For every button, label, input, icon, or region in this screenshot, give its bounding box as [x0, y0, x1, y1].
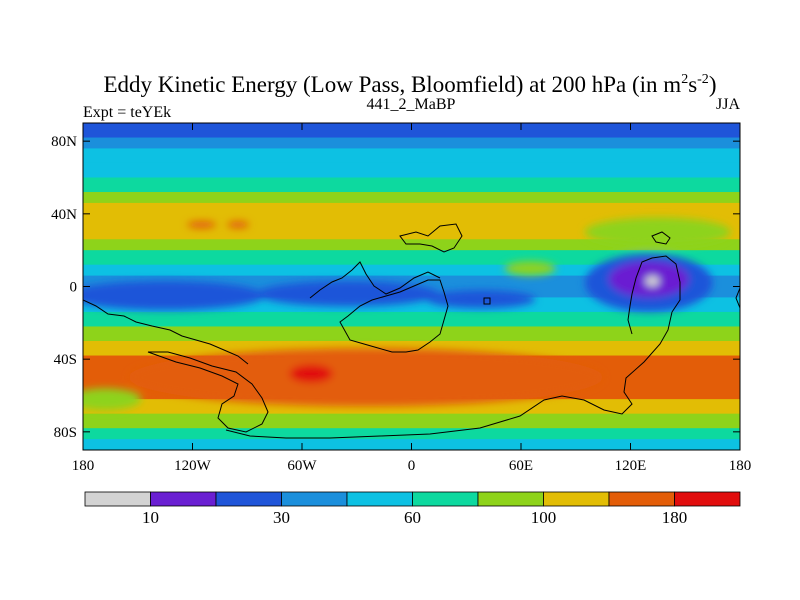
colorbar-swatch-2	[215, 491, 282, 507]
blob-3	[426, 290, 536, 309]
x-tick-label-4: 60E	[509, 458, 533, 474]
y-tick-label-1: 40N	[51, 207, 77, 223]
blob-6	[645, 275, 660, 287]
colorbar-swatch-7	[543, 491, 610, 507]
coastline-layer	[83, 223, 740, 439]
coastline-africa	[339, 279, 449, 353]
blob-13	[83, 388, 142, 411]
coastline-east-edge	[735, 287, 740, 309]
colorbar: 10 30 60 100 180	[84, 491, 741, 527]
blob-9	[187, 221, 217, 229]
colorbar-swatch-8	[608, 491, 675, 507]
blob-1	[83, 281, 266, 311]
colorbar-swatch-9	[674, 491, 741, 507]
y-axis: 80N 40N 0 40S 80S	[51, 134, 740, 441]
x-axis: 180 120W 60W 0 60E 120E 180	[72, 123, 752, 474]
band-3	[83, 162, 740, 179]
x-tick-label-1: 120W	[174, 458, 212, 474]
y-tick-label-0: 80N	[51, 134, 77, 150]
y-tick-label-2: 0	[70, 280, 78, 296]
y-tick-label-3: 40S	[54, 352, 77, 368]
colorbar-label-4: 180	[662, 508, 688, 527]
x-tick-label-6: 180	[729, 458, 752, 474]
band-8	[83, 250, 740, 266]
blob-11	[128, 348, 604, 407]
colorbar-swatch-0	[84, 491, 151, 507]
coastline-antarctica	[225, 311, 673, 439]
x-tick-label-3: 0	[408, 458, 416, 474]
colorbar-swatch-1	[150, 491, 217, 507]
band-1	[83, 137, 740, 150]
colorbar-swatch-4	[346, 491, 413, 507]
coastline-japan	[651, 231, 671, 245]
colorbar-label-1: 30	[273, 508, 290, 527]
blob-10	[227, 221, 250, 229]
coastline-south-america	[147, 351, 269, 433]
band-12	[83, 311, 740, 328]
coastline-eurasia-west	[399, 223, 463, 253]
band-13	[83, 326, 740, 342]
band-18	[83, 428, 740, 440]
coastline-asia-east	[627, 255, 681, 335]
colorbar-swatch-3	[281, 491, 348, 507]
x-tick-label-5: 120E	[615, 458, 647, 474]
colorbar-swatch-6	[477, 491, 544, 507]
band-2	[83, 148, 740, 164]
x-tick-label-2: 60W	[287, 458, 317, 474]
right-subtitle: JJA	[716, 96, 740, 113]
blob-7	[504, 261, 556, 276]
band-7	[83, 239, 740, 251]
colorbar-label-3: 100	[531, 508, 557, 527]
band-4	[83, 177, 740, 193]
coastline-island-a	[483, 297, 491, 305]
colorbar-swatch-5	[412, 491, 479, 507]
band-5	[83, 192, 740, 204]
band-9	[83, 264, 740, 277]
x-tick-label-0: 180	[72, 458, 95, 474]
blob-12	[289, 364, 334, 383]
chart-title: Eddy Kinetic Energy (Low Pass, Bloomfiel…	[104, 72, 717, 97]
band-16	[83, 399, 740, 415]
blob-8	[584, 217, 731, 247]
center-subtitle: 441_2_MaBP	[367, 96, 456, 113]
colorbar-label-0: 10	[142, 508, 159, 527]
colorbar-label-2: 60	[404, 508, 421, 527]
blob-2	[256, 281, 439, 307]
y-tick-label-4: 80S	[54, 425, 77, 441]
coastline-pacific-west	[83, 299, 249, 365]
coastline-north-america	[309, 261, 441, 299]
left-subtitle: Expt = teYEk	[83, 104, 171, 121]
band-17	[83, 413, 740, 429]
band-0	[83, 123, 740, 139]
